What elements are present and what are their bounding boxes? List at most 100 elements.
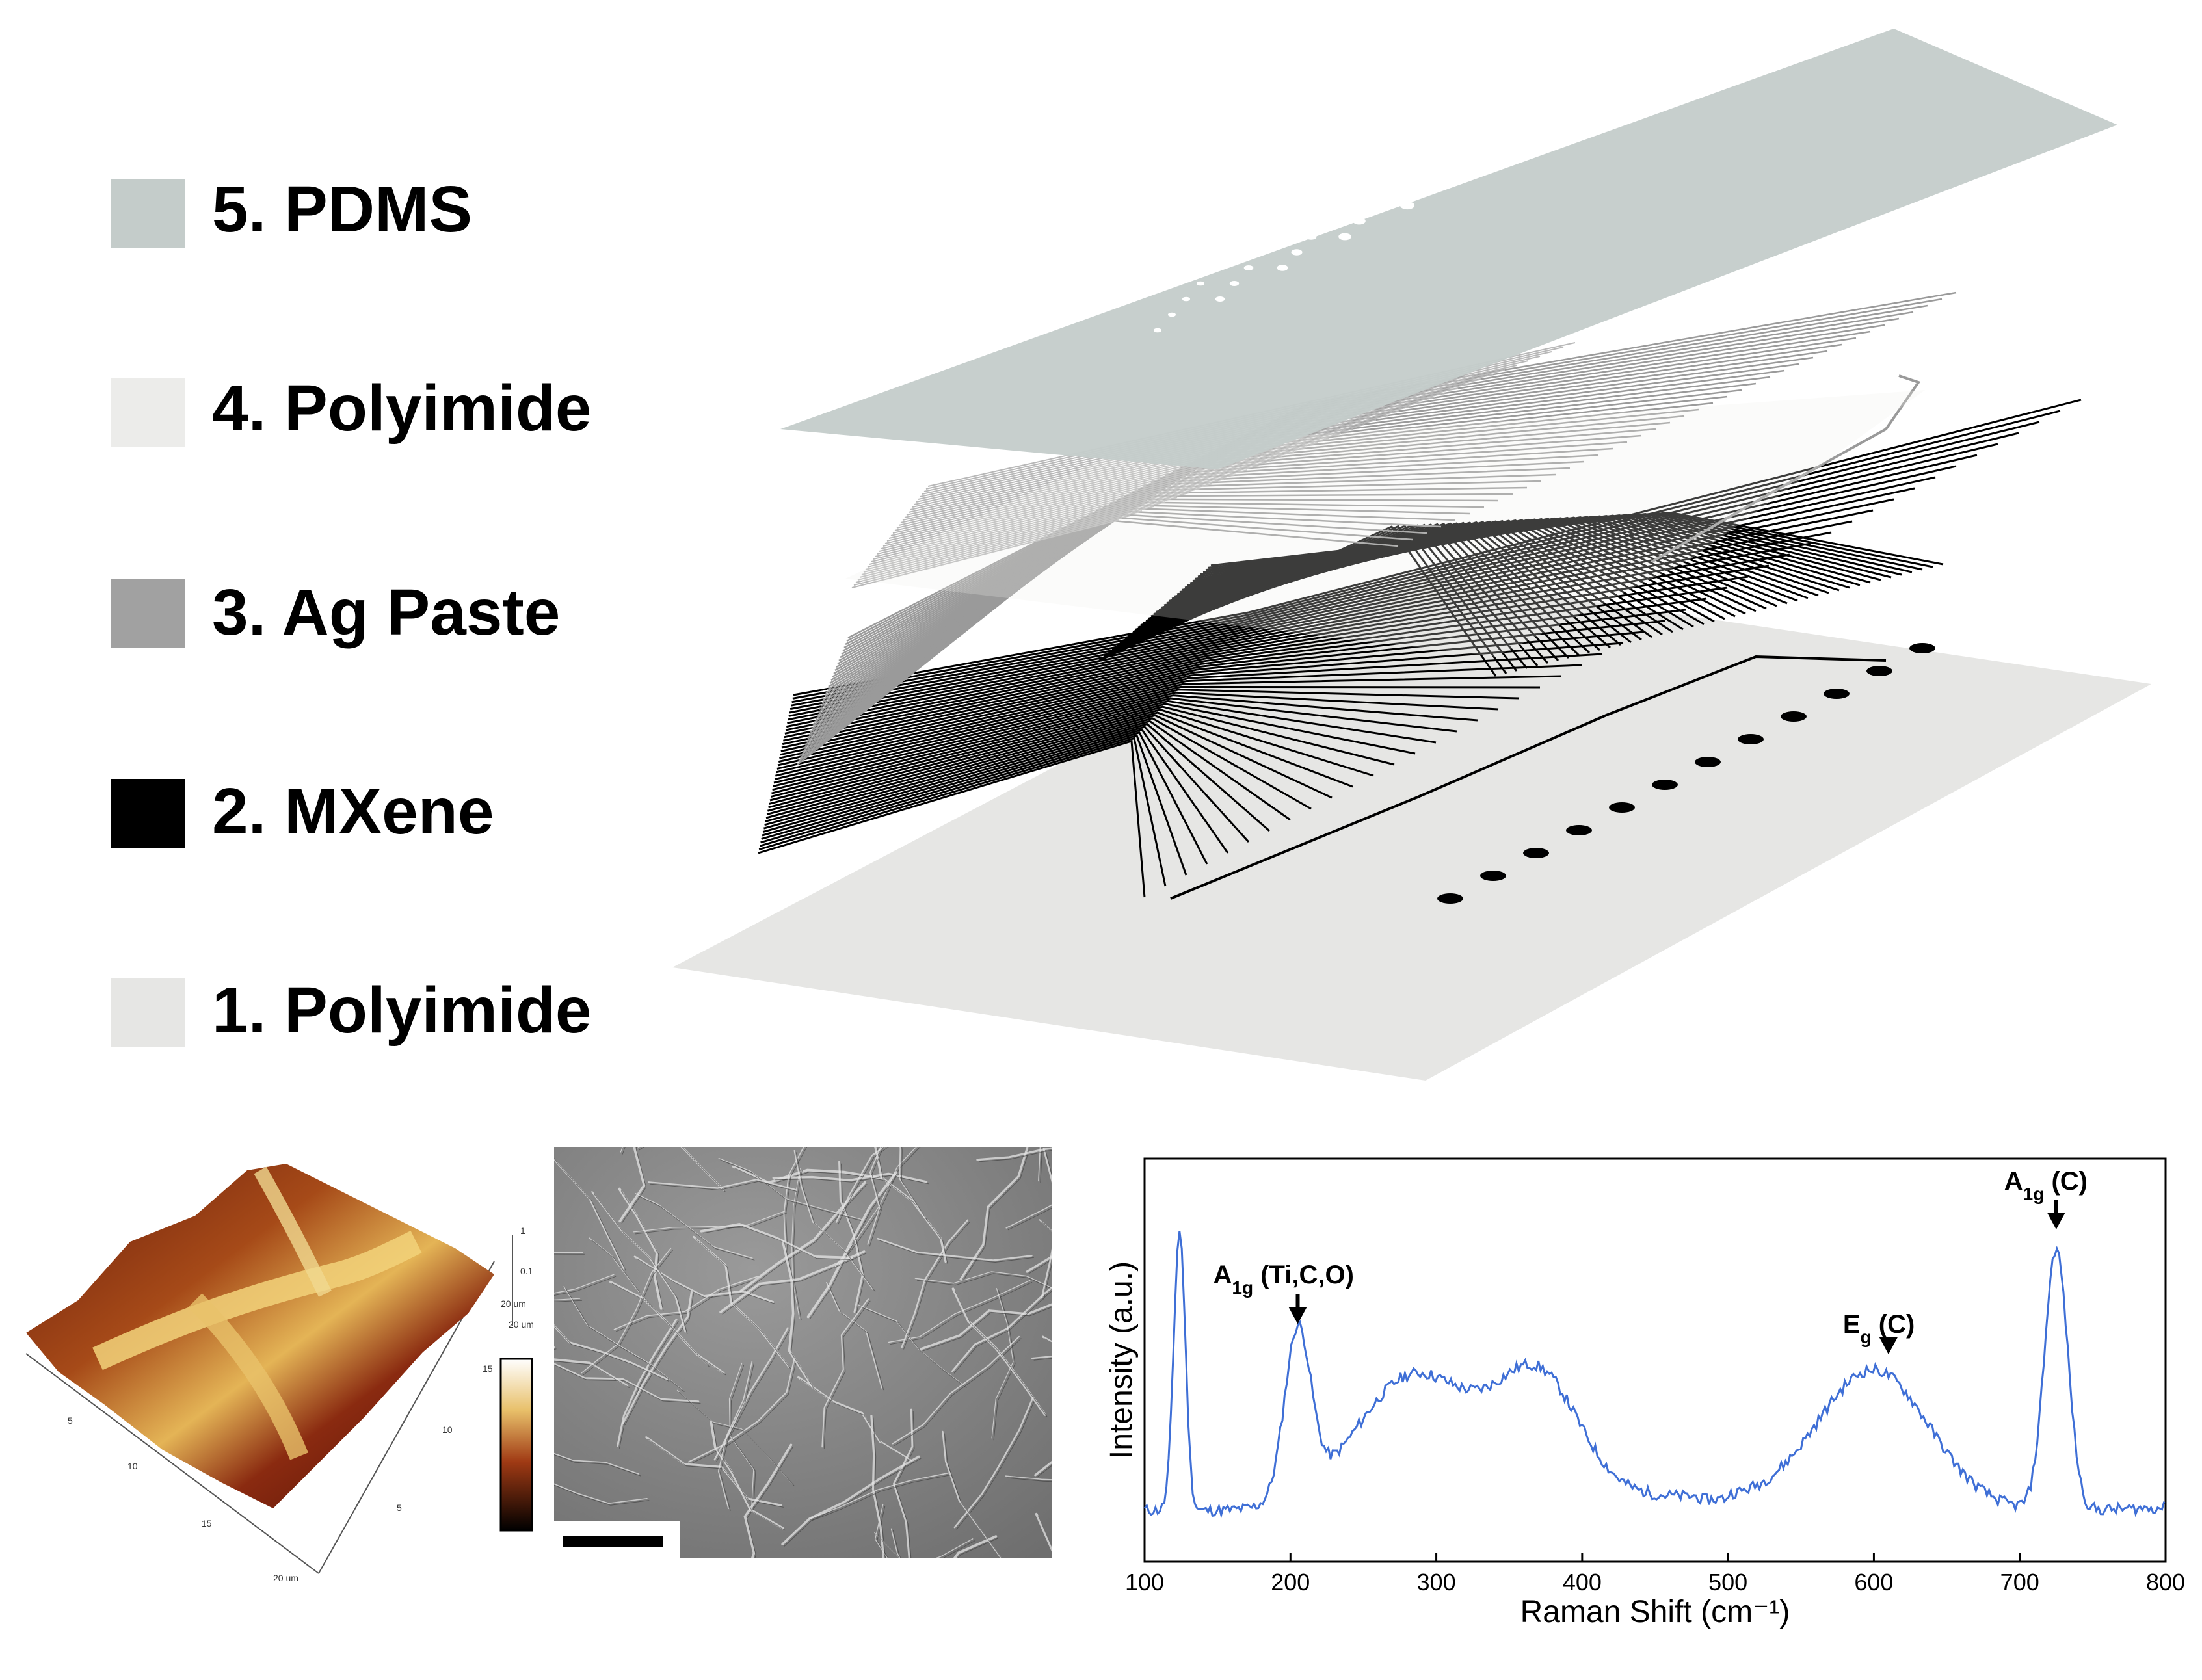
sem-wrinkle (914, 1271, 1052, 1289)
pdms-hole (1580, 75, 1598, 86)
sem-wrinkle (648, 1179, 797, 1190)
pdms-hole (1410, 155, 1423, 163)
raman-x-tick-label: 300 (1417, 1569, 1456, 1595)
sem-wrinkle (797, 1376, 912, 1462)
sem-wrinkle-shadow (1007, 1477, 1052, 1482)
mxene-trace (763, 720, 1291, 830)
sem-wrinkle (700, 1222, 853, 1259)
afm-colorbar-label: 15 (483, 1363, 493, 1374)
ag-paste-fan (859, 501, 1166, 578)
sem-wrinkle-shadow (565, 1288, 685, 1392)
sem-wrinkle (1041, 1148, 1052, 1299)
ag-paste-fan (882, 447, 1307, 547)
mxene-trace (760, 731, 1208, 865)
sem-wrinkle (892, 1335, 1020, 1445)
mxene-trace (764, 717, 1312, 826)
sem-wrinkle-shadow (554, 1276, 617, 1296)
mxene-trace (780, 575, 1749, 752)
sem-wrinkle-shadow (957, 1538, 998, 1558)
pdms-hole (1537, 122, 1556, 133)
sem-wrinkle-shadow (554, 1364, 701, 1404)
sem-wrinkle (554, 1252, 583, 1253)
pdms-hole (1353, 217, 1366, 225)
sem-wrinkle-shadow (901, 1147, 927, 1220)
afm-left-tick-5: 5 (68, 1415, 73, 1426)
pdms-hole (1399, 201, 1415, 210)
mxene-trace (761, 728, 1229, 854)
sem-wrinkle (953, 1396, 1034, 1529)
mxene-trace (765, 714, 1333, 822)
sem-wrinkle (901, 1219, 969, 1348)
pdms-hole (1211, 265, 1219, 270)
mxene-trace (767, 705, 1395, 812)
sem-wrinkle-shadow (785, 1147, 808, 1253)
mxene-trace (758, 737, 1167, 887)
sem-wrinkle (874, 1503, 888, 1558)
pdms-hole (1789, 11, 1814, 25)
sem-wrinkle-shadow (877, 1506, 888, 1558)
pdms-hole (1240, 234, 1247, 239)
ag-paste-fan (861, 497, 1178, 575)
sem-wrinkle-shadow (955, 1290, 1048, 1417)
pdms-hole (1638, 13, 1656, 23)
sem-wrinkle (806, 1171, 898, 1319)
mxene-trace (762, 726, 1250, 843)
sem-wrinkle (793, 1150, 874, 1291)
sem-image (554, 1147, 1052, 1558)
pdms-hole (1182, 296, 1190, 302)
mxene-contact-pad (1695, 757, 1721, 767)
sem-wrinkle-shadow (956, 1398, 1036, 1530)
sem-wrinkle (1026, 1255, 1052, 1273)
sem-wrinkle (710, 1420, 784, 1530)
pdms-hole (1461, 170, 1478, 179)
afm-left-tick-15: 15 (202, 1518, 212, 1529)
ag-paste-fan (886, 438, 1330, 542)
sem-wrinkle (781, 1455, 920, 1545)
mxene-trace (792, 410, 2061, 700)
pdms-hole (1504, 123, 1521, 132)
sem-wrinkle-shadow (722, 1253, 867, 1315)
sem-wrinkle-shadow (841, 1163, 865, 1315)
afm-surface-plot: 1 0.1 20 um 20 um 5 10 15 20 um 10 5 15 (25, 1164, 534, 1583)
pdms-hole (1334, 202, 1346, 209)
ag-paste-fan (879, 456, 1283, 552)
pdms-hole (1803, 0, 1828, 10)
pdms-hole (1457, 138, 1472, 148)
afm-ridge-1 (92, 1231, 422, 1371)
mxene-trace (773, 675, 1561, 784)
ag-paste-fan (875, 465, 1260, 557)
pdms-hole (1519, 107, 1535, 116)
pdms-hole (1708, 28, 1731, 40)
pdms-hole (1599, 90, 1619, 102)
sem-wrinkle-shadow (742, 1184, 868, 1294)
mxene-trace (766, 709, 1374, 816)
afm-scale-mid: 0.1 (520, 1266, 533, 1276)
pdms-hole (1609, 44, 1627, 55)
mxene-trace (786, 498, 1894, 728)
mxene-trace (775, 653, 1603, 777)
raman-plot-frame (1143, 1157, 2167, 1563)
sem-wrinkle-shadow (895, 1411, 915, 1558)
layer-polyimide-bottom (672, 576, 2151, 1081)
pdms-hole (1197, 281, 1204, 286)
sem-wrinkle (1035, 1512, 1052, 1553)
sem-wrinkle (899, 1147, 926, 1219)
sem-wrinkle-shadow (730, 1365, 756, 1509)
ag-paste-fan (873, 469, 1248, 560)
ag-paste-fan (851, 519, 1119, 588)
raman-x-tick-label: 500 (1708, 1569, 1747, 1595)
sem-wrinkle (935, 1538, 974, 1558)
mxene-trace (789, 443, 1998, 711)
pdms-hole (1254, 218, 1262, 224)
sem-wrinkle (976, 1147, 1052, 1161)
raman-series-line (1143, 1231, 2166, 1519)
pdms-hole (1329, 172, 1340, 177)
sem-wrinkle (719, 1250, 866, 1313)
afm-right-tick-5: 5 (397, 1503, 402, 1513)
pdms-hole (1742, 27, 1765, 40)
sem-wrinkle-shadow (922, 1306, 1052, 1352)
sem-wrinkle-shadow (619, 1320, 679, 1449)
pdms-hole (1723, 12, 1745, 24)
mxene-trace (791, 421, 2040, 703)
pdms-hole (1523, 138, 1541, 148)
